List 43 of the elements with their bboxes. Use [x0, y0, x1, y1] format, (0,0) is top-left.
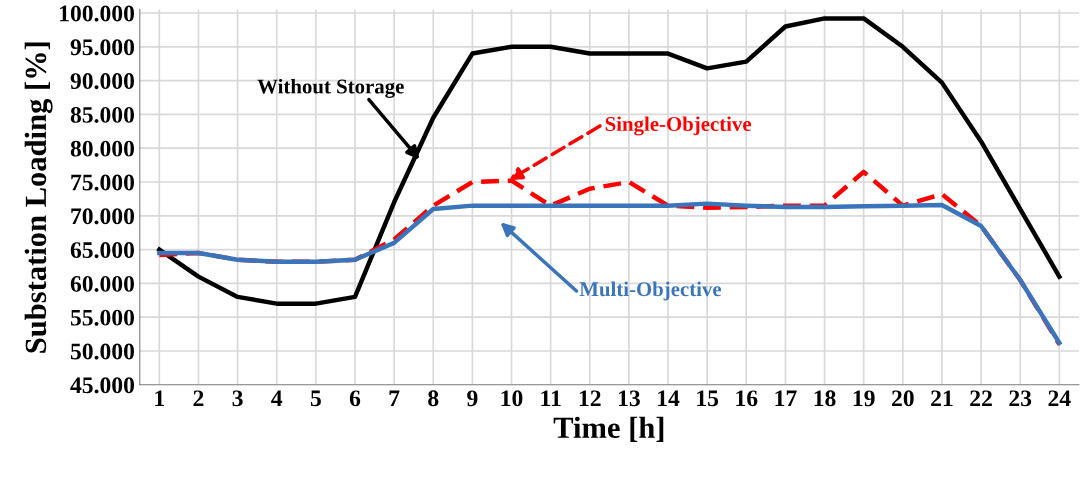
- x-tick-label: 8: [428, 390, 439, 407]
- y-tick-label: 80.000: [70, 140, 135, 157]
- x-tick-label: 22: [970, 390, 992, 407]
- series-label: Without Storage: [257, 78, 404, 98]
- y-axis-title: Substation Loading [%]: [24, 42, 53, 353]
- x-tick-label: 13: [618, 390, 640, 407]
- line-series: [157, 201, 1062, 346]
- y-tick-label: 100.000: [60, 5, 135, 22]
- x-tick-label: 7: [389, 390, 400, 407]
- x-tick-label: 15: [697, 390, 719, 407]
- x-tick-label: 9: [467, 390, 478, 407]
- x-tick-label: 16: [736, 390, 758, 407]
- y-tick-label: 50.000: [70, 343, 135, 360]
- y-tick-label: 90.000: [70, 73, 135, 90]
- x-tick-label: 10: [501, 390, 523, 407]
- y-tick-label: 60.000: [70, 275, 135, 292]
- x-tick-label: 1: [155, 390, 165, 407]
- x-tick-label: 17: [775, 390, 797, 407]
- x-tick-label: 2: [193, 390, 204, 407]
- y-tick-label: 95.000: [70, 39, 135, 56]
- x-tick-label: 23: [1009, 390, 1032, 407]
- x-tick-label: 14: [658, 390, 680, 407]
- x-tick-label: 21: [931, 390, 953, 407]
- x-tick-label: 6: [349, 390, 361, 407]
- y-tick-label: 45.000: [70, 377, 135, 394]
- y-tick-label: 65.000: [70, 242, 135, 259]
- y-tick-label: 55.000: [70, 309, 135, 326]
- x-axis-title: Time [h]: [553, 416, 664, 442]
- x-tick-label: 4: [271, 390, 283, 407]
- x-tick-label: 24: [1048, 390, 1071, 407]
- y-tick-label: 75.000: [71, 174, 135, 191]
- x-tick-label: 3: [232, 390, 243, 407]
- x-tick-label: 11: [541, 390, 561, 407]
- x-tick-label: 18: [814, 390, 836, 407]
- text: Multi-Objective: [579, 281, 722, 301]
- x-tick-label: 19: [853, 390, 875, 407]
- line-series: [157, 16, 1062, 306]
- x-tick-label: 20: [892, 390, 914, 407]
- x-tick-label: 12: [579, 390, 601, 407]
- text: Single-Objective: [605, 116, 752, 136]
- y-tick-label: 70.000: [71, 208, 135, 225]
- y-tick-label: 85.000: [70, 106, 135, 123]
- x-tick-label: 5: [310, 390, 321, 407]
